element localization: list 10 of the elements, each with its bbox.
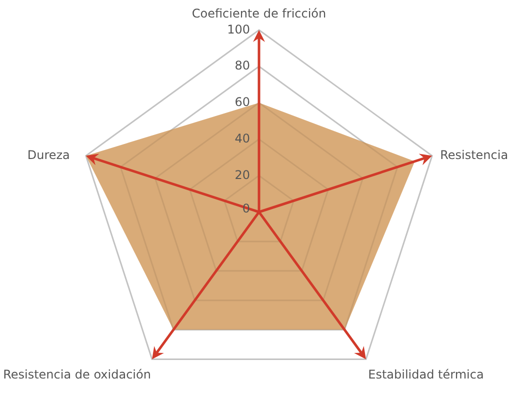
- spoke-label: Estabilidad térmica: [368, 368, 484, 382]
- spoke-label: Coeficiente de fricción: [192, 6, 326, 20]
- y-tick-label: 40: [234, 131, 250, 146]
- spoke-label: Dureza: [27, 148, 70, 162]
- spoke-label: Resistencia: [440, 148, 508, 162]
- spoke-label: Resistencia de oxidación: [3, 368, 151, 382]
- y-tick-label: 80: [234, 58, 250, 73]
- y-tick-label: 20: [234, 168, 250, 182]
- y-tick-label: 60: [234, 95, 250, 110]
- y-tick-label: 100: [227, 22, 250, 36]
